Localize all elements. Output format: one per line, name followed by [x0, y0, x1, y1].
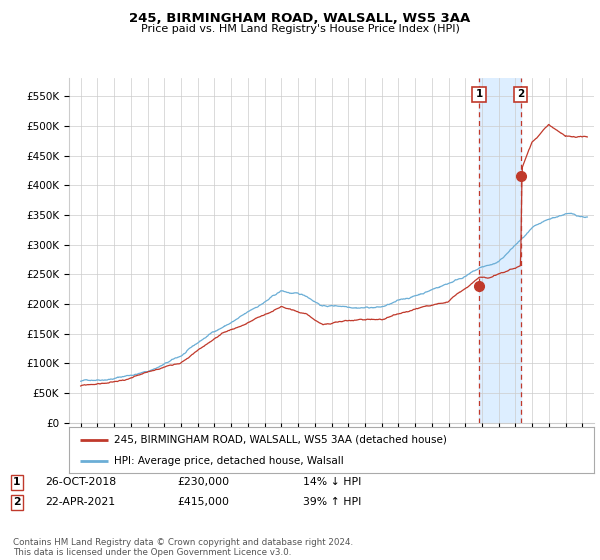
- Text: 1: 1: [13, 477, 20, 487]
- Text: HPI: Average price, detached house, Walsall: HPI: Average price, detached house, Wals…: [113, 456, 343, 466]
- Bar: [479, 78, 521, 423]
- Text: £415,000: £415,000: [177, 497, 229, 507]
- Text: 1: 1: [475, 90, 482, 100]
- Text: 245, BIRMINGHAM ROAD, WALSALL, WS5 3AA (detached house): 245, BIRMINGHAM ROAD, WALSALL, WS5 3AA (…: [113, 435, 446, 445]
- Text: 2: 2: [517, 90, 524, 100]
- Text: 26-OCT-2018: 26-OCT-2018: [45, 477, 116, 487]
- Text: £230,000: £230,000: [177, 477, 229, 487]
- Text: 245, BIRMINGHAM ROAD, WALSALL, WS5 3AA: 245, BIRMINGHAM ROAD, WALSALL, WS5 3AA: [130, 12, 470, 25]
- Text: 2: 2: [13, 497, 21, 507]
- Text: 22-APR-2021: 22-APR-2021: [45, 497, 115, 507]
- Text: 39% ↑ HPI: 39% ↑ HPI: [303, 497, 361, 507]
- Text: Price paid vs. HM Land Registry's House Price Index (HPI): Price paid vs. HM Land Registry's House …: [140, 24, 460, 34]
- Text: 14% ↓ HPI: 14% ↓ HPI: [303, 477, 361, 487]
- Text: Contains HM Land Registry data © Crown copyright and database right 2024.
This d: Contains HM Land Registry data © Crown c…: [13, 538, 353, 557]
